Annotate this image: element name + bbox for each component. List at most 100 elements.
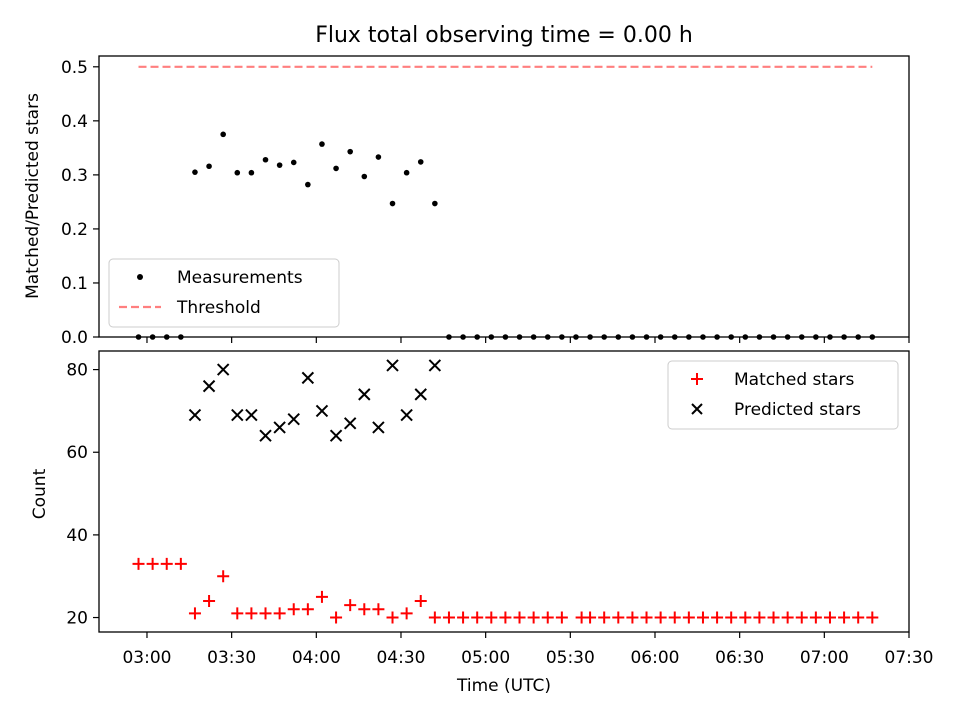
- top-y-axis-ticks: 0.0 0.1 0.2 0.3 0.4 0.5: [61, 58, 99, 348]
- predicted-star-point: [400, 408, 413, 422]
- bottom-xtick-label: 05:30: [546, 648, 595, 668]
- legend-predicted-label: Predicted stars: [734, 400, 861, 420]
- matched-star-point: [146, 557, 159, 570]
- matched-star-point: [809, 611, 822, 624]
- legend-matched-marker: [691, 373, 703, 385]
- legend-threshold-label: Threshold: [176, 298, 261, 318]
- top-legend: Measurements Threshold: [108, 258, 340, 328]
- bottom-xtick-label: 07:30: [885, 648, 934, 668]
- predicted-star-point: [273, 421, 286, 434]
- matched-star-point: [598, 611, 611, 624]
- measurement-point: [403, 169, 410, 176]
- bottom-xtick-label: 06:00: [630, 648, 679, 668]
- matched-star-point: [457, 611, 470, 624]
- predicted-star-point: [315, 404, 329, 418]
- top-legend-box: [108, 258, 340, 328]
- top-x-axis-ticks: [146, 337, 910, 343]
- measurement-point: [432, 200, 438, 207]
- matched-star-point: [259, 607, 272, 620]
- predicted-star-point: [358, 388, 371, 401]
- matched-star-point: [344, 599, 357, 612]
- matched-star-point: [725, 611, 738, 624]
- matched-star-point: [668, 611, 681, 624]
- matched-star-point: [711, 611, 724, 624]
- x-axis-label: Time (UTC): [456, 676, 551, 696]
- chart-title: Flux total observing time = 0.00 h: [315, 23, 693, 48]
- matched-star-point: [485, 611, 498, 624]
- top-ytick-label: 0.5: [61, 58, 88, 78]
- measurement-point: [375, 154, 382, 160]
- top-plot-frame: [98, 55, 910, 338]
- predicted-star-point: [202, 379, 216, 393]
- predicted-star-point: [287, 412, 300, 426]
- measurement-point: [248, 169, 255, 176]
- matched-star-point: [499, 611, 512, 624]
- bottom-plot-frame: [98, 350, 910, 633]
- predicted-star-point: [428, 359, 442, 372]
- matched-star-point: [132, 557, 145, 570]
- bottom-ytick-label: 60: [66, 443, 88, 463]
- matched-star-point: [584, 611, 597, 624]
- bottom-plot-marks: [132, 359, 879, 624]
- matched-star-point: [315, 590, 328, 603]
- legend-matched-label: Matched stars: [734, 370, 854, 390]
- predicted-star-point: [245, 408, 258, 422]
- bottom-y-axis-label: Count: [30, 468, 50, 519]
- measurement-point: [290, 159, 297, 166]
- bottom-xtick-label: 04:00: [292, 648, 341, 668]
- matched-star-point: [188, 607, 201, 620]
- bottom-x-axis-ticks: 03:00 03:30 04:00 04:30 05:00 05:30 06:00 06:30…: [122, 632, 934, 668]
- matched-star-point: [231, 607, 244, 620]
- predicted-star-point: [386, 359, 399, 372]
- matched-star-point: [781, 611, 794, 624]
- matched-star-point: [203, 595, 216, 608]
- matched-star-point: [654, 611, 667, 624]
- measurement-point: [319, 141, 325, 147]
- measurement-point: [234, 169, 241, 176]
- predicted-star-point: [231, 408, 244, 422]
- matched-star-point: [358, 603, 371, 616]
- predicted-star-point: [372, 421, 385, 434]
- matched-star-point: [372, 603, 385, 616]
- matched-star-point: [696, 611, 709, 624]
- bottom-y-axis-ticks: 20 40 60 80: [66, 361, 99, 629]
- measurement-point: [192, 169, 198, 175]
- top-ytick-label: 0.2: [61, 220, 88, 240]
- legend-measurements-marker: [137, 274, 143, 280]
- matched-star-point: [442, 611, 455, 624]
- bottom-legend-box: [667, 360, 899, 430]
- measurement-point: [276, 162, 283, 168]
- matched-star-point: [612, 611, 625, 624]
- matched-star-point: [414, 595, 427, 608]
- matched-star-point: [823, 611, 836, 624]
- matched-star-point: [527, 611, 540, 624]
- bottom-xtick-label: 04:30: [376, 648, 425, 668]
- matched-star-point: [795, 611, 808, 624]
- matched-star-point: [245, 607, 258, 620]
- bottom-xtick-label: 03:30: [207, 648, 256, 668]
- top-ytick-label: 0.1: [61, 274, 88, 294]
- measurement-point: [206, 163, 212, 170]
- matched-star-point: [471, 611, 484, 624]
- bottom-xtick-label: 05:00: [461, 648, 510, 668]
- matched-star-point: [330, 611, 343, 624]
- bottom-ytick-label: 20: [66, 609, 88, 629]
- matched-star-point: [753, 611, 766, 624]
- matched-star-point: [852, 611, 865, 624]
- matched-star-point: [160, 557, 173, 570]
- top-ytick-label: 0.3: [61, 166, 88, 186]
- measurement-point: [220, 131, 226, 138]
- predicted-star-point: [414, 388, 427, 401]
- predicted-star-point: [301, 371, 315, 385]
- matched-star-point: [541, 611, 554, 624]
- matched-star-point: [682, 611, 695, 624]
- predicted-star-point: [329, 429, 343, 442]
- matched-star-point: [513, 611, 526, 624]
- measurement-point: [333, 165, 339, 172]
- bottom-legend: Matched stars Predicted stars: [667, 360, 899, 430]
- legend-measurements-label: Measurements: [177, 268, 303, 288]
- top-y-axis-label: Matched/Predicted stars: [23, 93, 43, 299]
- bottom-xtick-label: 06:30: [715, 648, 764, 668]
